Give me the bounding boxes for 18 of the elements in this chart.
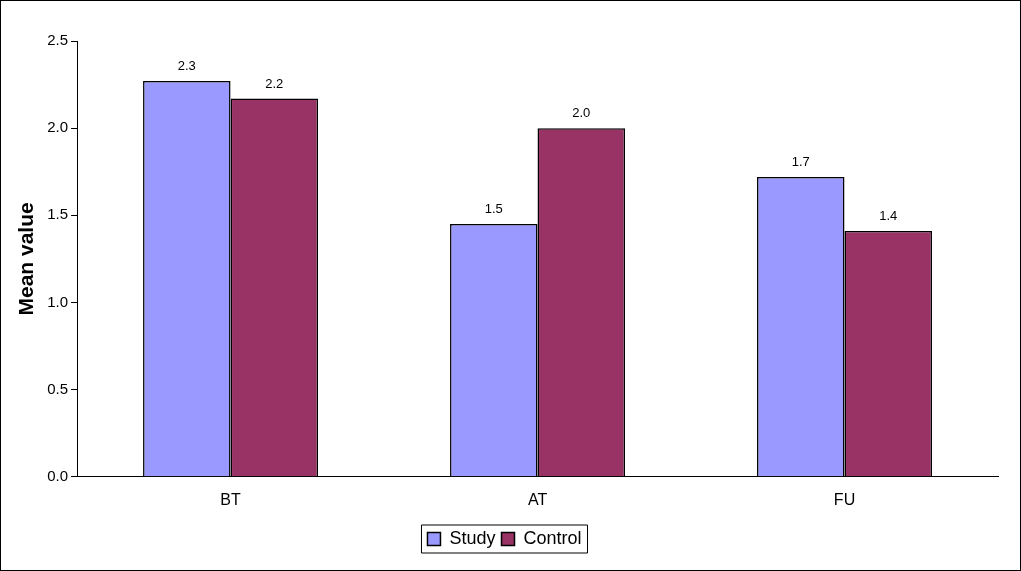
data-label: 2.0 — [572, 105, 591, 121]
x-tick-label: AT — [527, 490, 548, 508]
x-tick-label: BT — [220, 490, 241, 508]
data-label: 1.4 — [879, 208, 898, 224]
x-tick-label: FU — [833, 490, 856, 508]
y-tick-label: 2.0 — [47, 118, 69, 136]
legend-label: Control — [523, 527, 582, 548]
legend-label: Study — [449, 527, 496, 548]
y-axis-title: Mean value — [14, 202, 38, 316]
y-tick-label: 0.5 — [47, 379, 69, 397]
y-tick-label: 0.0 — [47, 466, 69, 484]
data-label: 1.7 — [791, 154, 810, 170]
y-tick-label: 2.5 — [47, 31, 69, 49]
data-label: 2.3 — [177, 58, 196, 74]
y-tick-label: 1.0 — [47, 292, 69, 310]
y-tick-label: 1.5 — [47, 205, 69, 223]
data-label: 2.2 — [265, 75, 284, 91]
data-label: 1.5 — [484, 201, 503, 217]
